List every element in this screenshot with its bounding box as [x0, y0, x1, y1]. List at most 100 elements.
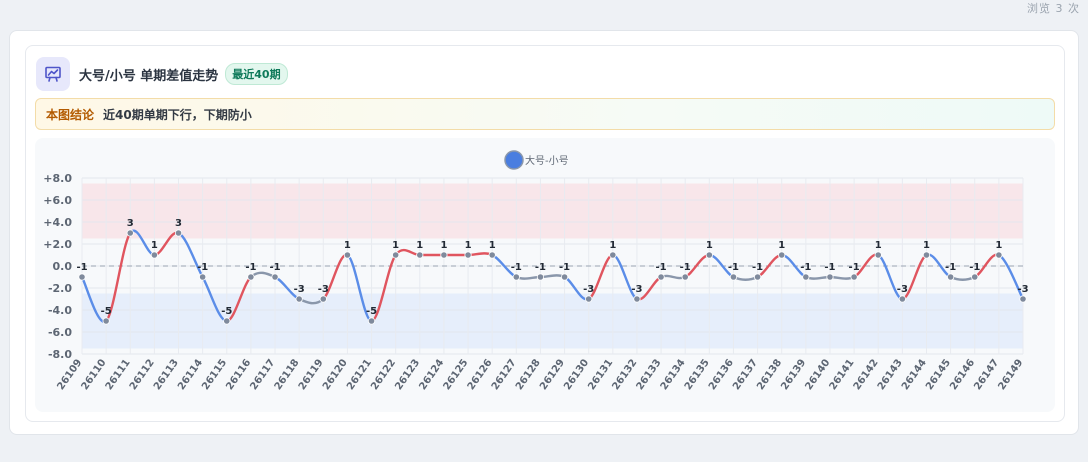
data-point [874, 251, 882, 259]
data-point [223, 317, 231, 325]
y-tick-label: +6.0 [43, 194, 72, 207]
data-label: 1 [416, 240, 423, 251]
data-label: 1 [706, 240, 713, 251]
data-label: -1 [656, 262, 667, 273]
data-point [440, 251, 448, 259]
data-point [78, 273, 86, 281]
data-point [802, 273, 810, 281]
data-point [174, 229, 183, 237]
data-point [247, 273, 255, 281]
data-label: -1 [245, 262, 256, 273]
data-label: -3 [294, 284, 305, 295]
conclusion-label: 本图结论 [46, 107, 95, 122]
data-label: 1 [923, 240, 930, 251]
data-point [536, 273, 545, 281]
trend-chart-icon [36, 57, 70, 91]
data-label: -1 [728, 262, 739, 273]
view-count: 浏览 3 次 [1027, 2, 1080, 15]
data-point [681, 273, 689, 281]
data-point [102, 317, 110, 325]
data-label: -1 [945, 262, 956, 273]
series-line-segment [949, 275, 976, 281]
data-label: 1 [489, 240, 496, 251]
data-point [560, 273, 569, 281]
data-label: 1 [392, 240, 399, 251]
band-upper [82, 183, 1023, 239]
data-label: 1 [875, 240, 882, 251]
data-label: -1 [849, 262, 860, 273]
data-point [392, 251, 400, 259]
series-line-segment [249, 271, 277, 279]
data-point [826, 273, 834, 281]
y-tick-label: -4.0 [48, 304, 72, 317]
data-label: -1 [535, 262, 546, 273]
data-label: -5 [101, 306, 112, 317]
data-label: -1 [800, 262, 811, 273]
data-point [488, 251, 496, 259]
data-point [633, 295, 641, 303]
data-point [947, 273, 955, 281]
data-point [1019, 295, 1027, 303]
data-label: -5 [221, 306, 232, 317]
data-label: -1 [76, 262, 87, 273]
data-label: 1 [344, 240, 351, 251]
data-label: 1 [440, 240, 447, 251]
chart-title: 大号/小号 单期差值走势 [79, 68, 219, 84]
data-point [609, 251, 617, 259]
data-label: -1 [511, 262, 522, 273]
data-label: -1 [824, 262, 835, 273]
series-line-segment [515, 275, 542, 280]
data-point [850, 273, 858, 281]
conclusion-text: 近40期单期下行，下期防小 [103, 107, 252, 122]
data-label: -3 [583, 284, 594, 295]
data-label: 3 [175, 218, 182, 229]
data-label: -3 [318, 284, 329, 295]
series-line-segment [732, 275, 759, 281]
data-point [585, 295, 593, 303]
data-point [512, 273, 520, 281]
legend-label: 大号-小号 [525, 154, 569, 167]
data-point [705, 251, 713, 259]
series-line-segment [466, 252, 494, 257]
data-label: -1 [969, 262, 980, 273]
data-point [657, 273, 665, 281]
y-tick-label: +8.0 [43, 172, 72, 185]
data-point [271, 273, 279, 281]
data-point [150, 251, 158, 259]
period-badge: 最近40期 [225, 63, 288, 85]
trend-line-chart: +8.0 +6.0 +4.0 +2.0 0.0 -2.0 -4.0 -6.0 -8.0 -1 -5 3… [43, 150, 1029, 392]
data-point [922, 251, 931, 259]
data-label: -5 [366, 306, 377, 317]
series-line-segment [104, 231, 132, 323]
series-line-segment [804, 275, 832, 280]
series-line-segment [539, 274, 566, 279]
data-label: -1 [197, 262, 208, 273]
data-point [464, 251, 472, 259]
data-label: 1 [151, 240, 158, 251]
y-tick-label: +4.0 [43, 216, 72, 229]
data-point [295, 295, 303, 303]
data-point [343, 251, 352, 259]
data-point [898, 295, 906, 303]
data-label: -1 [680, 262, 691, 273]
y-tick-label: +2.0 [43, 238, 72, 251]
y-tick-label: -8.0 [48, 348, 72, 361]
data-point [778, 251, 786, 259]
data-point [319, 295, 327, 303]
data-label: -1 [269, 262, 280, 273]
data-point [971, 273, 979, 281]
data-label: -3 [631, 284, 642, 295]
data-point [416, 251, 424, 259]
data-point [729, 273, 738, 281]
data-label: -1 [752, 262, 763, 273]
chart-area: +8.0 +6.0 +4.0 +2.0 0.0 -2.0 -4.0 -6.0 -8.0 -1 -5 3… [35, 138, 1055, 412]
data-label: 1 [465, 240, 472, 251]
series-line-segment [659, 274, 687, 280]
chart-card: 大号/小号 单期差值走势 最近40期 本图结论 近40期单期下行，下期防小 +8… [25, 45, 1065, 422]
data-label: 3 [127, 218, 134, 229]
y-tick-label: -2.0 [48, 282, 72, 295]
y-tick-label: -6.0 [48, 326, 72, 339]
series-line-segment [828, 275, 856, 280]
band-lower [82, 293, 1023, 349]
data-point [126, 229, 134, 237]
